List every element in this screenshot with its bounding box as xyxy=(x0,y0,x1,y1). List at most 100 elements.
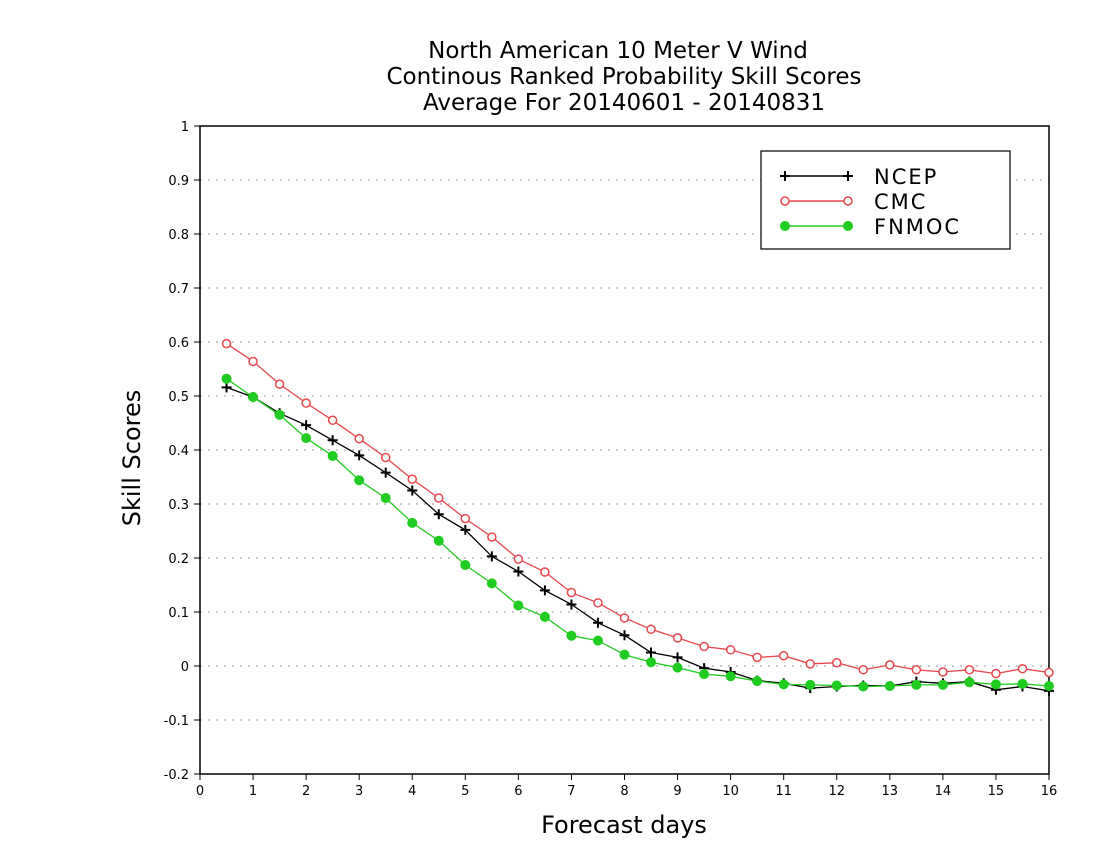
legend-entry-cmc: CMC xyxy=(780,190,925,214)
data-point-cmc xyxy=(672,633,683,643)
data-point-ncep xyxy=(380,467,391,478)
y-tick-label: 0.9 xyxy=(168,174,189,189)
data-point-fnmoc xyxy=(460,560,471,571)
data-point-fnmoc xyxy=(221,373,232,384)
series-fnmoc xyxy=(221,373,1054,692)
data-point-cmc xyxy=(858,665,869,675)
x-tick-label: 16 xyxy=(1041,784,1058,799)
data-point-cmc xyxy=(805,659,815,669)
x-tick-label: 0 xyxy=(196,784,204,799)
data-point-fnmoc xyxy=(858,681,869,692)
data-point-fnmoc xyxy=(566,630,577,641)
data-point-fnmoc xyxy=(752,676,763,687)
data-point-cmc xyxy=(646,624,656,635)
y-tick-label: 0.6 xyxy=(168,336,189,351)
y-tick-label: 0.4 xyxy=(168,444,189,459)
data-point-ncep xyxy=(566,599,577,610)
data-point-ncep xyxy=(407,485,418,496)
data-point-fnmoc xyxy=(911,679,922,690)
data-point-fnmoc xyxy=(990,679,1001,690)
y-tick-label: -0.1 xyxy=(164,714,189,729)
chart-title-line-1: North American 10 Meter V Wind xyxy=(428,38,808,64)
data-point-fnmoc xyxy=(327,450,338,461)
data-point-ncep xyxy=(354,450,365,461)
x-tick-label: 11 xyxy=(775,784,792,799)
data-point-fnmoc xyxy=(831,680,842,691)
data-point-fnmoc xyxy=(805,679,816,690)
data-point-ncep xyxy=(433,509,444,520)
series-group xyxy=(221,338,1054,696)
x-tick-label: 8 xyxy=(620,784,628,799)
data-point-ncep xyxy=(460,524,471,535)
data-point-fnmoc xyxy=(646,657,657,668)
axis-ticks: -0.2-0.100.10.20.30.40.50.60.70.80.910 1 2… xyxy=(164,120,1058,799)
data-point-fnmoc xyxy=(1044,680,1054,691)
data-point-fnmoc xyxy=(433,535,444,546)
data-point-cmc xyxy=(938,667,948,677)
series-line-cmc xyxy=(226,343,1050,675)
data-point-cmc xyxy=(274,379,285,389)
data-point-fnmoc xyxy=(274,409,285,420)
y-tick-label: -0.2 xyxy=(164,768,189,783)
x-tick-label: 15 xyxy=(988,784,1005,799)
data-point-ncep xyxy=(301,420,312,431)
series-line-fnmoc xyxy=(226,378,1050,688)
data-point-cmc xyxy=(911,665,922,675)
data-point-cmc xyxy=(725,645,736,655)
x-tick-label: 4 xyxy=(408,784,416,799)
x-tick-label: 10 xyxy=(722,784,739,799)
data-point-cmc xyxy=(513,554,524,564)
data-point-ncep xyxy=(327,435,338,446)
data-point-cmc xyxy=(1017,663,1028,674)
y-tick-label: 0.2 xyxy=(168,552,189,567)
legend-marker-ncep xyxy=(843,171,853,181)
data-point-fnmoc xyxy=(513,600,524,611)
grid xyxy=(200,179,1049,721)
data-point-cmc xyxy=(407,474,417,484)
data-point-cmc xyxy=(434,493,444,503)
data-point-cmc xyxy=(354,433,364,444)
data-point-cmc xyxy=(619,613,630,623)
data-point-fnmoc xyxy=(884,680,895,691)
data-point-ncep xyxy=(619,630,630,641)
legend-marker-cmc xyxy=(780,196,790,206)
x-tick-label: 9 xyxy=(673,784,681,799)
x-tick-label: 5 xyxy=(461,784,469,799)
data-point-cmc xyxy=(487,532,497,542)
chart-title-line-3: Average For 20140601 - 20140831 xyxy=(423,90,825,116)
legend-label-fnmoc: FNMOC xyxy=(874,215,961,239)
data-point-cmc xyxy=(380,452,391,463)
y-axis-label: Skill Scores xyxy=(118,390,146,527)
y-tick-label: 0.1 xyxy=(168,606,189,621)
x-tick-label: 12 xyxy=(828,784,845,799)
data-point-ncep xyxy=(592,617,603,628)
data-point-cmc xyxy=(593,598,603,608)
data-point-fnmoc xyxy=(964,677,975,688)
data-point-cmc xyxy=(1044,667,1054,678)
data-point-cmc xyxy=(885,660,895,670)
legend-entry-ncep: NCEP xyxy=(780,165,938,189)
x-tick-label: 1 xyxy=(249,784,257,799)
y-tick-label: 0 xyxy=(181,660,189,675)
x-tick-label: 6 xyxy=(514,784,522,799)
legend-entry-fnmoc: FNMOC xyxy=(780,215,961,239)
data-point-fnmoc xyxy=(486,578,497,589)
data-point-cmc xyxy=(699,641,709,652)
x-tick-label: 13 xyxy=(882,784,899,799)
data-point-fnmoc xyxy=(778,679,789,690)
data-point-fnmoc xyxy=(407,517,418,528)
chart-title-line-2: Continous Ranked Probability Skill Score… xyxy=(386,64,861,90)
x-tick-label: 14 xyxy=(935,784,952,799)
data-point-ncep xyxy=(221,382,232,393)
data-point-fnmoc xyxy=(248,392,259,403)
data-point-fnmoc xyxy=(672,662,683,673)
data-point-ncep xyxy=(646,647,657,658)
data-point-ncep xyxy=(539,585,550,596)
data-point-fnmoc xyxy=(539,611,550,622)
y-tick-label: 0.7 xyxy=(168,282,189,297)
data-point-fnmoc xyxy=(1017,678,1028,689)
legend-label-ncep: NCEP xyxy=(874,165,938,189)
data-point-cmc xyxy=(327,415,338,426)
data-point-cmc xyxy=(221,338,232,349)
